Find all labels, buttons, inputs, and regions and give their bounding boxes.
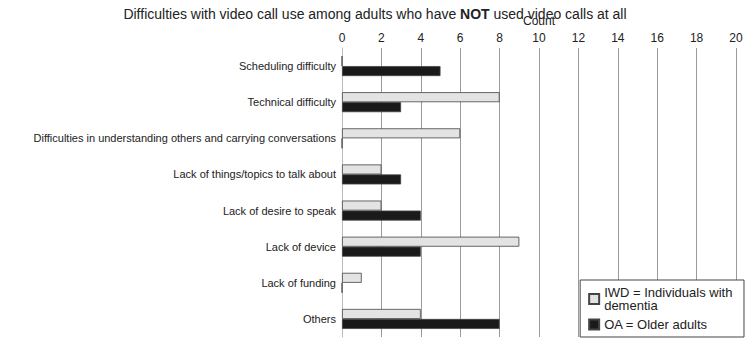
svg-text:18: 18 bbox=[690, 31, 704, 45]
svg-text:NOT: NOT bbox=[460, 6, 490, 22]
svg-text:12: 12 bbox=[572, 31, 586, 45]
svg-text:IWD = Individuals with: IWD = Individuals with bbox=[604, 285, 736, 300]
svg-text:4: 4 bbox=[417, 31, 424, 45]
svg-text:Technical difficulty: Technical difficulty bbox=[248, 96, 337, 108]
svg-text:used video calls at all: used video calls at all bbox=[490, 6, 627, 22]
svg-text:Lack of desire to speak: Lack of desire to speak bbox=[223, 205, 337, 217]
svg-text:Lack of things/topics to talk: Lack of things/topics to talk about bbox=[173, 168, 336, 180]
svg-text:Scheduling difficulty: Scheduling difficulty bbox=[239, 60, 337, 72]
svg-text:Difficulties in understanding: Difficulties in understanding others and… bbox=[34, 132, 337, 144]
svg-text:Others: Others bbox=[303, 313, 337, 325]
svg-text:10: 10 bbox=[532, 31, 546, 45]
svg-text:8: 8 bbox=[496, 31, 503, 45]
svg-text:2: 2 bbox=[378, 31, 385, 45]
svg-text:16: 16 bbox=[651, 31, 665, 45]
svg-text:Difficulties with video call u: Difficulties with video call use among a… bbox=[123, 6, 460, 22]
svg-text:20: 20 bbox=[729, 31, 743, 45]
svg-text:0: 0 bbox=[339, 31, 346, 45]
svg-text:OA = Older adults: OA = Older adults bbox=[604, 317, 707, 332]
svg-text:Lack of device: Lack of device bbox=[266, 241, 336, 253]
svg-text:Lack of funding: Lack of funding bbox=[261, 277, 336, 289]
svg-text:6: 6 bbox=[457, 31, 464, 45]
svg-text:dementia: dementia bbox=[604, 298, 658, 313]
svg-text:14: 14 bbox=[611, 31, 625, 45]
